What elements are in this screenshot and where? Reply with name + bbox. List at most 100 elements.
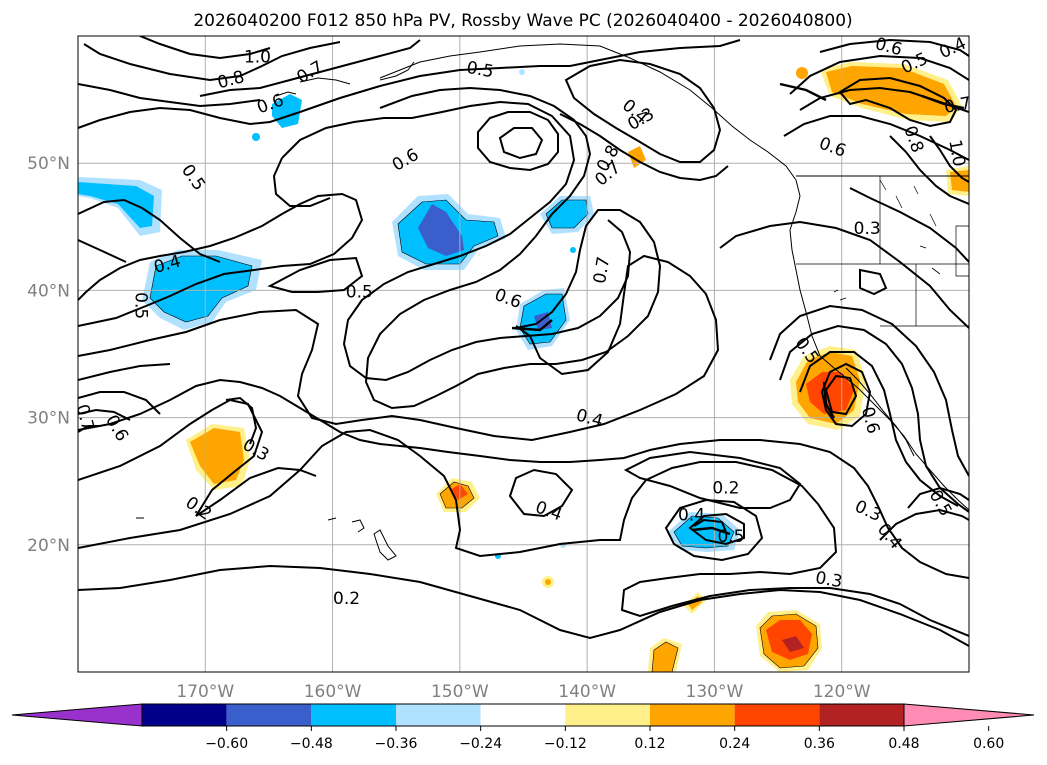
contour-bc-0.7 xyxy=(820,362,872,428)
contour-ne-0.8b xyxy=(889,135,969,205)
contour-0.6 xyxy=(364,86,662,410)
lat-tick-label: 50°N xyxy=(27,154,70,174)
contour-0.3-north xyxy=(564,58,722,163)
lon-tick-label: 130°W xyxy=(686,682,744,702)
contour-bc-0.5 xyxy=(779,324,969,513)
colorbar-segment xyxy=(480,704,566,726)
colorbar-tick-label: 0.12 xyxy=(634,736,665,752)
axis-line-features xyxy=(511,82,965,536)
contour-0.5 xyxy=(78,192,364,327)
contour-0.7-sw xyxy=(78,425,100,433)
colorbar-segment xyxy=(226,704,312,726)
contour-0.5-se xyxy=(907,486,969,509)
contour-ne-0.6 xyxy=(783,115,969,161)
contour-1.0-north xyxy=(139,36,271,60)
contour-0.6-sw xyxy=(78,408,131,421)
map-frame xyxy=(77,35,970,673)
contour-0.2-ring xyxy=(508,468,574,518)
contour-label: 0.4 xyxy=(678,505,705,525)
contour-0.3-bc xyxy=(769,304,969,477)
longitude-tick-labels: 170°W 160°W 150°W 140°W 130°W 120°W xyxy=(176,682,870,702)
contour-ne-0.8 xyxy=(838,76,958,128)
contour-label-text: 0.2 xyxy=(712,479,739,499)
contour-ne-1.0 xyxy=(929,135,969,183)
latitude-tick-labels: 20°N 30°N 40°N 50°N xyxy=(27,154,70,556)
contour-0.7-b xyxy=(272,157,331,207)
contour-0.8-north xyxy=(83,41,341,82)
lat-tick-label: 40°N xyxy=(27,281,70,301)
colorbar-tick-label: −0.12 xyxy=(544,736,587,752)
lon-tick-label: 170°W xyxy=(176,682,234,702)
colorbar-tick-label: −0.48 xyxy=(290,736,333,752)
contour-0.2-north xyxy=(623,450,802,509)
state-borders xyxy=(796,176,969,327)
coastlines xyxy=(136,43,969,561)
lat-tick-label: 20°N xyxy=(27,536,70,556)
lat-tick-label: 30°N xyxy=(27,409,70,429)
lon-tick-label: 150°W xyxy=(431,682,489,702)
map-gridlines xyxy=(78,36,969,672)
contour-bc-0.6 xyxy=(799,351,959,507)
contour-0.8 xyxy=(477,111,559,172)
contour-0.3 xyxy=(78,428,969,637)
colorbar-tick-label: 0.36 xyxy=(804,736,835,752)
contour-0.4-south xyxy=(664,498,764,562)
contour-0.5-sw xyxy=(78,391,161,415)
contour-ne-0.5 xyxy=(789,54,969,95)
hawaii-islands xyxy=(327,517,397,561)
map-panel: 1.00.8 0.70.60.50.6 0.40.50.70.40.30.80.6 1… xyxy=(72,36,973,672)
colorbar-segment xyxy=(819,704,904,726)
colorbar-tick-label: −0.60 xyxy=(205,736,248,752)
lon-tick-label: 160°W xyxy=(304,682,362,702)
contour-0.6-north xyxy=(78,83,261,108)
contour-label: 0.5 xyxy=(717,527,744,547)
colorbar-tick-label: −0.36 xyxy=(375,736,418,752)
contour-label-text: 0.4 xyxy=(678,505,705,525)
lon-tick-label: 140°W xyxy=(558,682,616,702)
contour-label-text: 0.5 xyxy=(131,292,151,319)
contour-label-text: 0.2 xyxy=(333,589,360,609)
contour-0.4-loop xyxy=(78,254,720,442)
colorbar-segment xyxy=(142,704,227,726)
baja-peninsula xyxy=(845,367,915,457)
contour-label: 0.2 xyxy=(712,479,739,499)
contour-0.7-north xyxy=(199,39,421,97)
contour-label: 1.0 xyxy=(244,47,271,67)
colorbar-segment xyxy=(565,704,650,726)
contour-0.5-west xyxy=(78,239,127,263)
contour-label-text: 0.3 xyxy=(814,568,844,592)
contour-label-text: 0.7 xyxy=(590,255,614,285)
contour-label-text: 1.0 xyxy=(244,47,271,67)
contour-0.5-east xyxy=(719,220,969,329)
contour-0.2-ring2 xyxy=(225,396,258,445)
contour-0.8-ring xyxy=(498,127,544,160)
contour-label-text: 0.3 xyxy=(854,219,881,239)
contour-label: 0.5 xyxy=(465,58,495,82)
contour-label: 0.7 xyxy=(590,255,614,285)
contour-label: 0.3 xyxy=(814,568,844,592)
alaska-coast xyxy=(379,43,797,181)
colorbar-extend-max xyxy=(903,703,1035,727)
contour-label-text: 0.7 xyxy=(943,93,973,117)
contour-east-0.3 xyxy=(849,187,969,263)
contour-label-text: 0.7 xyxy=(72,402,98,433)
contour-label: 0.5 xyxy=(346,283,373,303)
contour-ne-0.4 xyxy=(819,38,969,57)
pv-contours xyxy=(78,36,969,647)
contour-0.2-mid xyxy=(78,398,264,517)
colorbar-tick-label: 0.60 xyxy=(973,736,1004,752)
colorbar-segment xyxy=(396,704,481,726)
contour-bc-0.8 xyxy=(824,374,858,416)
colorbar-tick-label: 0.24 xyxy=(719,736,750,752)
contour-label-text: 0.5 xyxy=(346,283,373,303)
contour-label: 1.0 xyxy=(944,138,968,168)
contour-label-text: 1.0 xyxy=(944,138,968,168)
contour-0.5-north xyxy=(78,39,741,129)
contour-0.2-south xyxy=(78,564,969,647)
colorbar-segment xyxy=(311,704,396,726)
contour-label-text: 0.5 xyxy=(717,527,744,547)
contour-label-text: 0.5 xyxy=(465,58,495,82)
contour-0.4-se xyxy=(879,508,969,541)
contour-0.6-west xyxy=(78,198,221,263)
